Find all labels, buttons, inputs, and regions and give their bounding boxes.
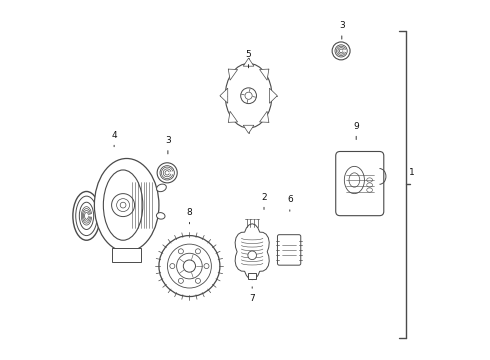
Ellipse shape [335, 45, 347, 57]
Text: 3: 3 [165, 136, 171, 154]
Polygon shape [243, 58, 254, 66]
Polygon shape [248, 273, 256, 279]
Ellipse shape [79, 202, 94, 229]
Text: 8: 8 [187, 208, 192, 224]
Circle shape [120, 202, 126, 208]
Ellipse shape [73, 192, 100, 240]
Circle shape [196, 278, 200, 283]
Polygon shape [260, 111, 269, 122]
Ellipse shape [95, 158, 159, 252]
Text: 3: 3 [339, 21, 344, 39]
Ellipse shape [225, 63, 272, 128]
Circle shape [183, 260, 196, 272]
Ellipse shape [76, 196, 97, 235]
Ellipse shape [157, 163, 177, 183]
Circle shape [245, 92, 252, 99]
Circle shape [112, 194, 135, 217]
Circle shape [178, 278, 183, 283]
Ellipse shape [344, 166, 365, 194]
Text: 4: 4 [111, 131, 117, 147]
Circle shape [248, 251, 256, 260]
Text: 2: 2 [261, 193, 267, 210]
Ellipse shape [156, 213, 165, 219]
Circle shape [159, 235, 220, 297]
Polygon shape [228, 111, 238, 122]
FancyBboxPatch shape [277, 235, 301, 265]
Ellipse shape [160, 166, 174, 180]
Circle shape [204, 264, 209, 269]
Text: 9: 9 [353, 122, 359, 140]
Polygon shape [270, 88, 277, 103]
Circle shape [170, 264, 175, 269]
Circle shape [178, 249, 183, 254]
FancyBboxPatch shape [336, 152, 384, 216]
Circle shape [117, 199, 129, 212]
Polygon shape [260, 69, 269, 80]
Text: 1: 1 [409, 168, 415, 177]
Circle shape [241, 88, 256, 104]
Ellipse shape [157, 184, 166, 192]
Polygon shape [220, 88, 228, 103]
Circle shape [196, 249, 200, 254]
Polygon shape [243, 125, 254, 134]
Polygon shape [112, 248, 141, 262]
Text: 6: 6 [287, 195, 293, 211]
Ellipse shape [349, 173, 360, 187]
Ellipse shape [103, 170, 143, 240]
Polygon shape [228, 69, 238, 80]
Circle shape [168, 244, 211, 288]
Polygon shape [235, 224, 269, 280]
Ellipse shape [332, 42, 350, 60]
Text: 5: 5 [245, 50, 251, 68]
Circle shape [176, 253, 202, 279]
Text: 7: 7 [249, 287, 255, 303]
